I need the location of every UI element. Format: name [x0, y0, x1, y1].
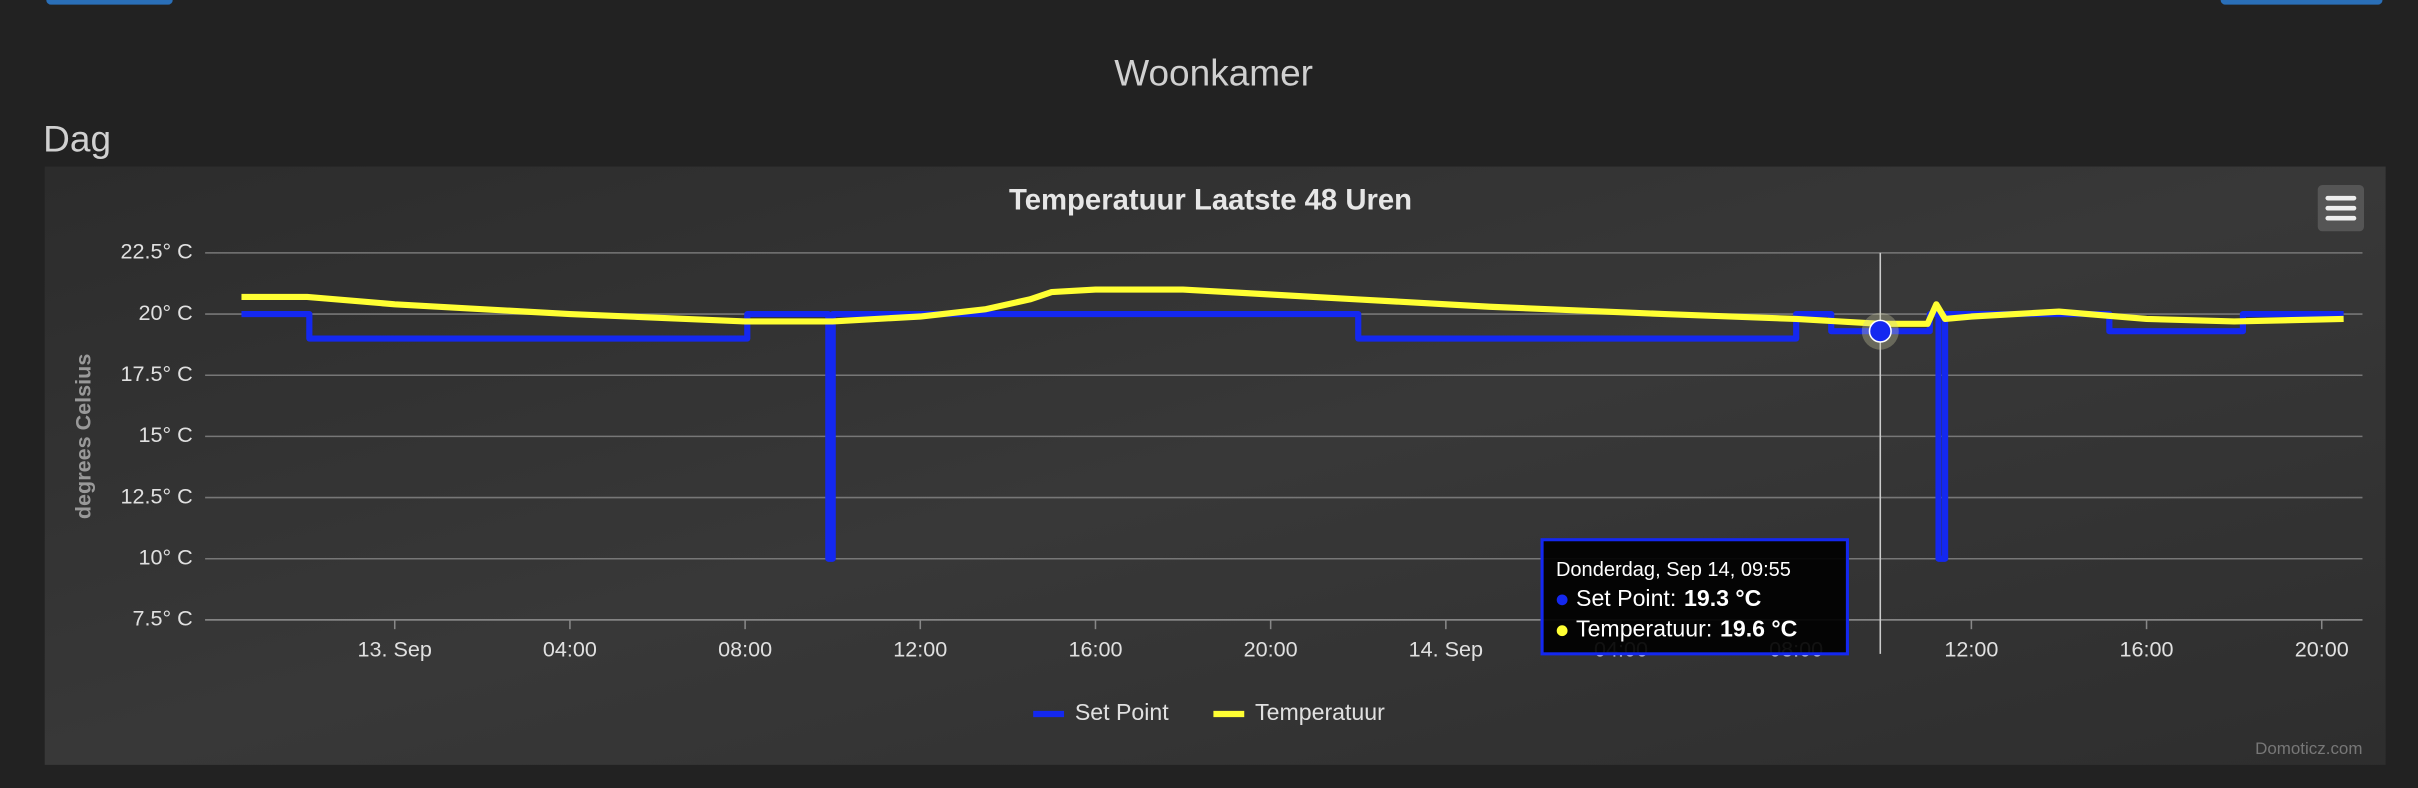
menu-icon[interactable] — [2325, 195, 2357, 201]
x-tick-label: 14. Sep — [1409, 636, 1483, 661]
top-button[interactable] — [2220, 0, 2383, 5]
x-tick-label: 04:00 — [543, 636, 597, 661]
legend: Set Point Temperatuur — [1033, 699, 1385, 725]
page-title: Woonkamer — [1114, 52, 1313, 93]
legend-item[interactable]: Temperatuur — [1213, 699, 1385, 725]
series-line — [241, 286, 2344, 327]
legend-label: Temperatuur — [1255, 699, 1385, 725]
y-tick-label: 10° C — [139, 544, 193, 569]
x-tick-label: 20:00 — [2295, 636, 2349, 661]
y-tick-label: 15° C — [139, 422, 193, 447]
tooltip-name: Temperatuur: — [1576, 616, 1712, 642]
x-tick-label: 12:00 — [893, 636, 947, 661]
legend-item[interactable]: Set Point — [1033, 699, 1169, 725]
hover-marker — [1868, 319, 1892, 343]
tooltip: Donderdag, Sep 14, 09:55 Set Point: 19.3 °… — [1540, 538, 1849, 656]
menu-button[interactable] — [2317, 185, 2365, 232]
y-axis-title: degrees Celsius — [71, 354, 96, 520]
y-tick-label: 17.5° C — [121, 361, 193, 386]
tooltip-header: Donderdag, Sep 14, 09:55 — [1556, 559, 1791, 581]
x-tick-label: 16:00 — [1068, 636, 1122, 661]
x-tick-label: 16:00 — [2120, 636, 2174, 661]
tooltip-item: Temperatuur: 19.6 °C — [1576, 616, 1798, 642]
x-tick-label: 08:00 — [718, 636, 772, 661]
menu-icon[interactable] — [2325, 205, 2357, 211]
tooltip-name: Set Point: — [1576, 585, 1676, 611]
tooltip-swatch — [1556, 594, 1568, 606]
y-tick-label: 12.5° C — [121, 483, 193, 508]
legend-label: Set Point — [1075, 699, 1169, 725]
credit: Domoticz.com — [2255, 739, 2362, 758]
chart-panel — [44, 166, 2386, 765]
tooltip-swatch — [1556, 625, 1568, 637]
top-button[interactable] — [46, 0, 173, 5]
tooltip-box — [1540, 538, 1849, 656]
x-tick-label: 13. Sep — [358, 636, 432, 661]
menu-icon[interactable] — [2325, 215, 2357, 221]
x-tick-label: 20:00 — [1244, 636, 1298, 661]
chart-title: Temperatuur Laatste 48 Uren — [1009, 184, 1412, 217]
section-title: Dag — [43, 119, 111, 160]
y-tick-label: 7.5° C — [133, 606, 193, 631]
tooltip-value: 19.6 °C — [1720, 616, 1798, 642]
y-tick-label: 20° C — [139, 300, 193, 325]
y-tick-label: 22.5° C — [121, 239, 193, 264]
tooltip-value: 19.3 °C — [1684, 585, 1762, 611]
x-tick-label: 12:00 — [1944, 636, 1998, 661]
tooltip-item: Set Point: 19.3 °C — [1576, 585, 1762, 611]
